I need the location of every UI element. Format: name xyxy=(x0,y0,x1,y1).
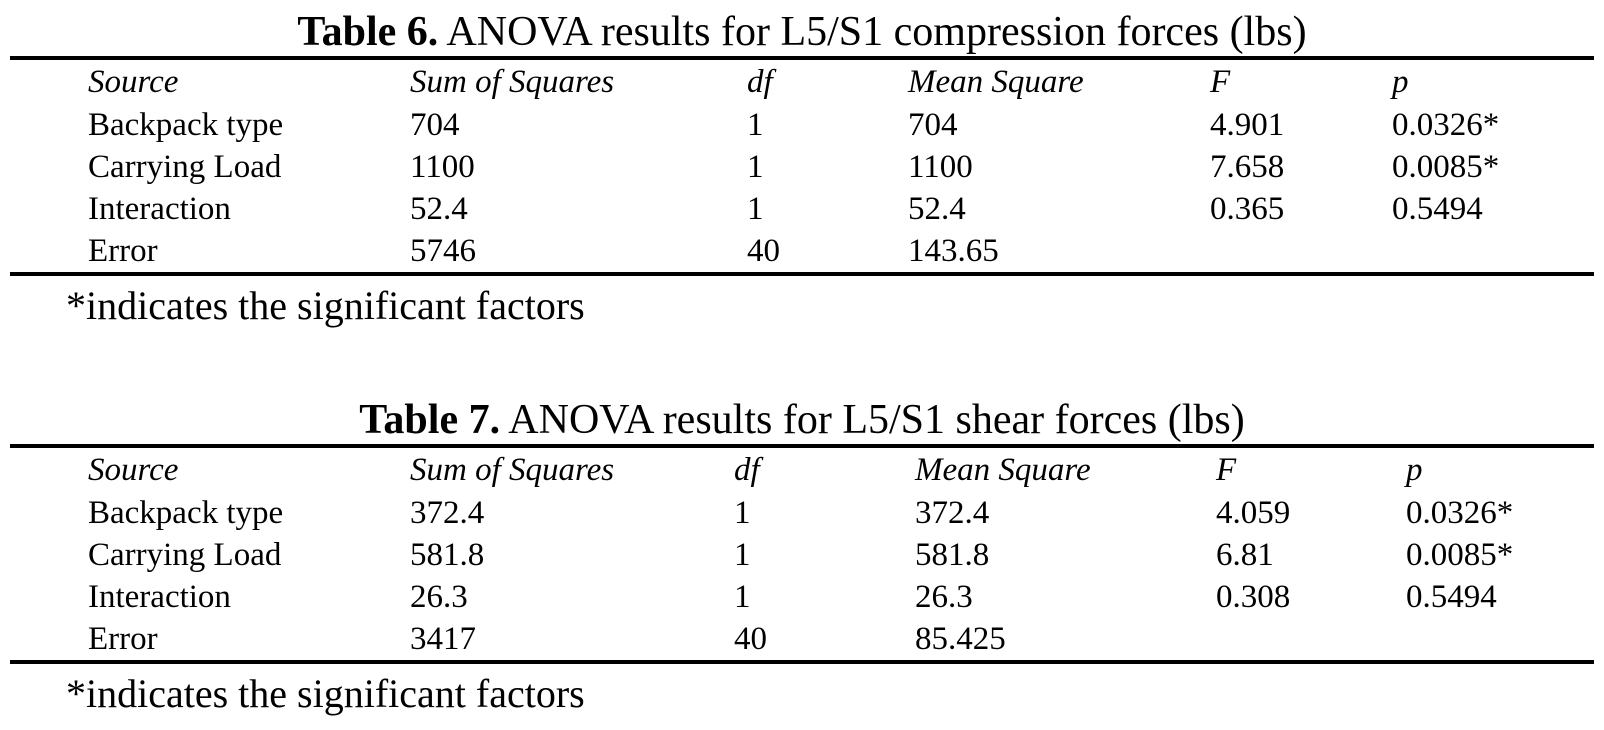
table-6-label: Table 6. xyxy=(297,9,439,55)
cell-df: 1 xyxy=(734,537,751,573)
header-sum-of-squares: Sum of Squares xyxy=(410,64,615,100)
cell-source: Carrying Load xyxy=(88,149,282,185)
cell-sum-of-squares: 3417 xyxy=(410,621,476,657)
cell-source: Error xyxy=(88,233,158,269)
cell-mean-square: 581.8 xyxy=(915,537,990,573)
table-6-body: Backpack type 704 1 704 4.901 0.0326* Ca… xyxy=(10,104,1594,272)
cell-mean-square: 1100 xyxy=(908,149,973,185)
cell-sum-of-squares: 52.4 xyxy=(410,191,468,227)
header-source: Source xyxy=(88,452,179,488)
cell-source: Interaction xyxy=(88,579,231,615)
cell-mean-square: 704 xyxy=(908,107,958,143)
header-df: df xyxy=(747,64,773,100)
cell-sum-of-squares: 581.8 xyxy=(410,537,485,573)
table-row: Carrying Load 581.8 1 581.8 6.81 0.0085* xyxy=(10,534,1594,576)
table-7-caption: Table 7. ANOVA results for L5/S1 shear f… xyxy=(10,396,1594,444)
table-7: Table 7. ANOVA results for L5/S1 shear f… xyxy=(10,396,1594,718)
cell-mean-square: 143.65 xyxy=(908,233,999,269)
table-7-body: Backpack type 372.4 1 372.4 4.059 0.0326… xyxy=(10,492,1594,660)
table-7-bottom-rule xyxy=(10,660,1594,664)
table-row: Error 5746 40 143.65 xyxy=(10,230,1594,272)
table-7-top-rule xyxy=(10,444,1594,448)
cell-df: 1 xyxy=(734,495,751,531)
cell-sum-of-squares: 372.4 xyxy=(410,495,485,531)
header-p: p xyxy=(1406,452,1423,488)
cell-sum-of-squares: 26.3 xyxy=(410,579,468,615)
cell-source: Interaction xyxy=(88,191,231,227)
table-row: Backpack type 372.4 1 372.4 4.059 0.0326… xyxy=(10,492,1594,534)
table-row: Error 3417 40 85.425 xyxy=(10,618,1594,660)
header-f: F xyxy=(1210,64,1231,100)
cell-sum-of-squares: 1100 xyxy=(410,149,475,185)
cell-f: 7.658 xyxy=(1210,149,1285,185)
cell-f: 0.365 xyxy=(1210,191,1285,227)
cell-sum-of-squares: 704 xyxy=(410,107,460,143)
cell-p: 0.0085* xyxy=(1406,537,1514,573)
cell-p: 0.5494 xyxy=(1392,191,1483,227)
table-6-header-row: Source Sum of Squares df Mean Square F p xyxy=(10,60,1594,104)
cell-mean-square: 372.4 xyxy=(915,495,990,531)
cell-p: 0.0326* xyxy=(1392,107,1500,143)
cell-mean-square: 85.425 xyxy=(915,621,1006,657)
cell-p: 0.0085* xyxy=(1392,149,1500,185)
table-7-label: Table 7. xyxy=(359,397,501,443)
header-mean-square: Mean Square xyxy=(908,64,1084,100)
table-7-footnote: *indicates the significant factors xyxy=(66,671,585,716)
cell-p: 0.5494 xyxy=(1406,579,1497,615)
header-p: p xyxy=(1392,64,1409,100)
header-f: F xyxy=(1216,452,1237,488)
table-6-bottom-rule xyxy=(10,272,1594,276)
cell-df: 40 xyxy=(747,233,780,269)
table-7-title: ANOVA results for L5/S1 shear forces (lb… xyxy=(500,397,1245,443)
table-6-title: ANOVA results for L5/S1 compression forc… xyxy=(438,9,1307,55)
table-6-caption: Table 6. ANOVA results for L5/S1 compres… xyxy=(10,8,1594,56)
header-mean-square: Mean Square xyxy=(915,452,1091,488)
cell-df: 1 xyxy=(747,191,764,227)
table-7-header-row: Source Sum of Squares df Mean Square F p xyxy=(10,448,1594,492)
cell-mean-square: 52.4 xyxy=(908,191,966,227)
cell-df: 1 xyxy=(747,107,764,143)
table-row: Backpack type 704 1 704 4.901 0.0326* xyxy=(10,104,1594,146)
cell-df: 1 xyxy=(747,149,764,185)
cell-sum-of-squares: 5746 xyxy=(410,233,476,269)
header-sum-of-squares: Sum of Squares xyxy=(410,452,615,488)
cell-f: 0.308 xyxy=(1216,579,1291,615)
header-df: df xyxy=(734,452,760,488)
cell-df: 40 xyxy=(734,621,767,657)
header-source: Source xyxy=(88,64,179,100)
cell-source: Backpack type xyxy=(88,107,284,143)
cell-f: 4.059 xyxy=(1216,495,1291,531)
cell-source: Backpack type xyxy=(88,495,284,531)
table-6-footnote: *indicates the significant factors xyxy=(66,283,585,328)
cell-f: 4.901 xyxy=(1210,107,1285,143)
cell-f: 6.81 xyxy=(1216,537,1274,573)
cell-source: Error xyxy=(88,621,158,657)
cell-p: 0.0326* xyxy=(1406,495,1514,531)
table-row: Carrying Load 1100 1 1100 7.658 0.0085* xyxy=(10,146,1594,188)
cell-df: 1 xyxy=(734,579,751,615)
cell-mean-square: 26.3 xyxy=(915,579,973,615)
table-row: Interaction 52.4 1 52.4 0.365 0.5494 xyxy=(10,188,1594,230)
table-6-top-rule xyxy=(10,56,1594,60)
table-row: Interaction 26.3 1 26.3 0.308 0.5494 xyxy=(10,576,1594,618)
table-6: Table 6. ANOVA results for L5/S1 compres… xyxy=(10,8,1594,330)
cell-source: Carrying Load xyxy=(88,537,282,573)
